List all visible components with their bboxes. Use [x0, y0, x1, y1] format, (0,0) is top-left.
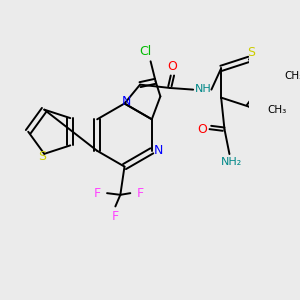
Text: Cl: Cl [140, 45, 152, 58]
Text: S: S [247, 46, 255, 59]
Text: F: F [137, 187, 144, 200]
Text: N: N [154, 144, 163, 157]
Text: F: F [112, 210, 119, 223]
Text: CH₃: CH₃ [268, 105, 287, 115]
Text: S: S [39, 150, 46, 163]
Text: N: N [122, 94, 131, 107]
Text: F: F [94, 187, 101, 200]
Text: NH₂: NH₂ [220, 158, 242, 167]
Text: NH: NH [195, 84, 212, 94]
Text: O: O [167, 60, 177, 73]
Text: CH₃: CH₃ [285, 71, 300, 81]
Text: O: O [197, 124, 207, 136]
